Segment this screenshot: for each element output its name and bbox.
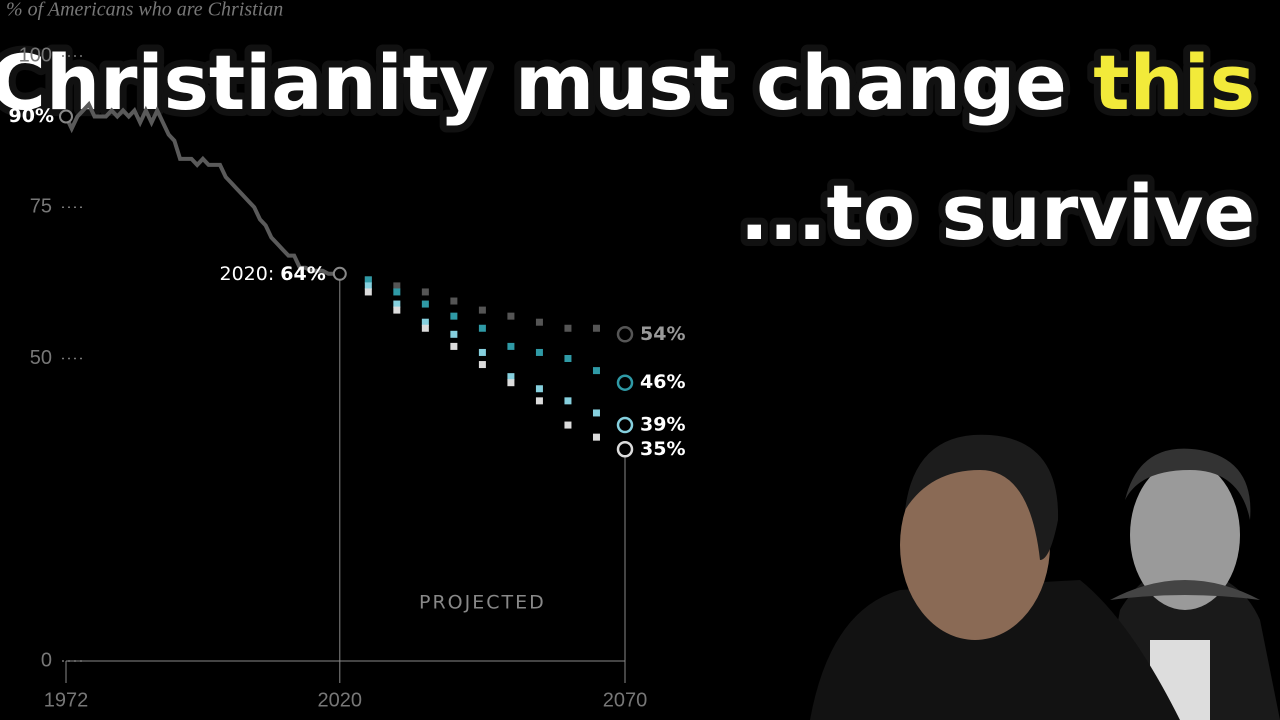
annotation: PROJECTED	[419, 592, 546, 614]
projection-dot	[393, 300, 401, 308]
projection-dot	[592, 433, 600, 441]
projection-dot	[478, 361, 486, 369]
headline-highlight: this	[1093, 38, 1255, 127]
projection-dot	[535, 385, 543, 393]
projection-dot	[507, 379, 515, 387]
projection-end-point	[616, 416, 634, 434]
projection-dot	[564, 324, 572, 332]
projection-dot	[364, 276, 372, 284]
projection-label: 39%	[640, 414, 685, 436]
projection-dot	[535, 397, 543, 405]
start-point	[59, 109, 73, 124]
projection-label: 54%	[640, 323, 685, 345]
end-label-value: 64%	[280, 262, 325, 284]
x-tick-label: 2020	[318, 689, 363, 711]
projection-end-point	[616, 326, 634, 343]
chart: 0 50 75 100 1972 2020 2070 90% 2020: 64% 54% 46% 39…	[9, 44, 686, 711]
projection-end-point	[616, 441, 634, 458]
projection-dot	[450, 297, 458, 305]
projection-dot	[592, 367, 600, 375]
projection-dot	[535, 318, 543, 326]
projection-dot	[507, 312, 515, 320]
projection-dot	[564, 397, 572, 405]
projection-label: 46%	[640, 371, 685, 393]
projection-dot	[507, 373, 515, 381]
end-point	[332, 266, 347, 281]
projection-dot	[450, 342, 458, 350]
end-label-year: 2020:	[219, 262, 274, 284]
headline-line2: ...to survive	[740, 168, 1255, 257]
projection-dot	[421, 300, 429, 308]
y-tick-label: 50	[30, 347, 52, 369]
history-line	[64, 100, 340, 276]
headline-text: Christianity must change	[0, 38, 1067, 127]
x-tick-label: 2070	[603, 689, 648, 711]
projection-dot	[393, 306, 401, 314]
projection-dot	[564, 421, 572, 429]
projection-label: 35%	[640, 438, 685, 460]
portraits	[810, 434, 1280, 720]
headline-line1: Christianity must change this	[0, 38, 1255, 127]
projection-dot	[393, 288, 401, 296]
projection-dot	[478, 324, 486, 332]
projection-dot	[478, 348, 486, 356]
projection-dot	[421, 318, 429, 326]
projection-dot	[421, 324, 429, 332]
projection-dot	[364, 282, 372, 290]
projection-dot	[364, 288, 372, 296]
projection-dot	[564, 355, 572, 362]
projection-dot	[421, 288, 429, 296]
end-label: 2020: 64%	[219, 262, 325, 284]
y-tick-label: 0	[41, 649, 52, 671]
projection-dot	[450, 312, 458, 320]
y-tick-label: 100	[19, 44, 52, 66]
projection-dot	[592, 324, 600, 332]
start-label: 90%	[9, 105, 54, 127]
projection-dot	[507, 342, 515, 350]
projection-dot	[478, 306, 486, 314]
projection-dot	[393, 282, 401, 290]
y-axis-label: % of Americans who are Christian	[6, 0, 283, 21]
projection-dot	[450, 330, 458, 338]
projection-dot	[592, 409, 600, 417]
y-tick-label: 75	[30, 196, 52, 218]
projection-end-point	[616, 374, 634, 391]
x-tick-label: 1972	[44, 689, 89, 711]
projection-dot	[535, 348, 543, 356]
